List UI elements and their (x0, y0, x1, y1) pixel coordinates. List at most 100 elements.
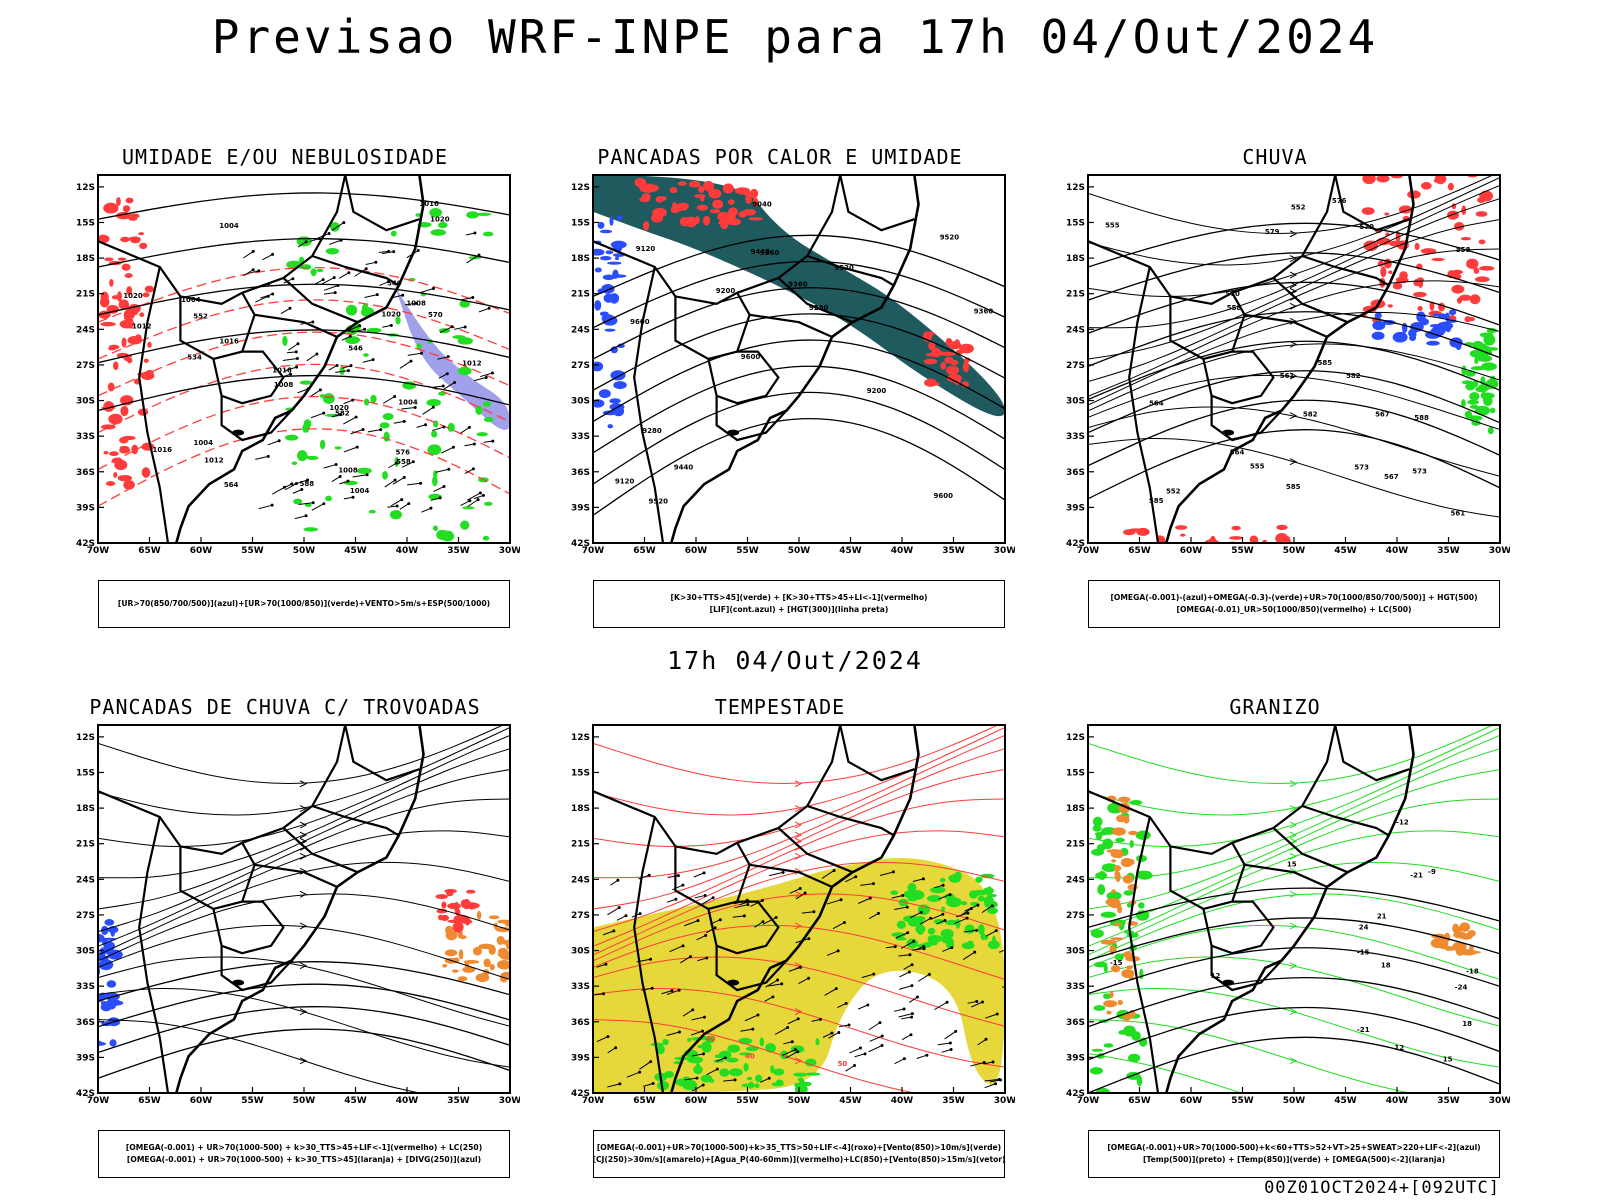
wind-vector (942, 947, 952, 952)
wind-vector (857, 897, 871, 904)
wind-vector (915, 946, 924, 951)
wind-vector (464, 443, 475, 447)
lon-tick-label: 65W (138, 1096, 161, 1106)
wind-vector-head (363, 327, 367, 331)
humid-green-contour (306, 455, 319, 460)
country-border (1244, 313, 1328, 338)
omega-500-orange-area (1444, 945, 1452, 951)
coastline (175, 725, 425, 1093)
lifted-index-contour (609, 216, 614, 226)
wind-vector-head (431, 405, 435, 409)
humid-red-contour (147, 341, 152, 348)
wind-vector (382, 396, 395, 404)
wind-vector-head (315, 352, 319, 356)
lon-tick-label: 70W (87, 546, 110, 556)
country-border (1301, 254, 1390, 287)
wind-vector-head (681, 883, 685, 887)
humid-red-contour (119, 319, 135, 329)
rain-red-area (1447, 182, 1454, 191)
instability-red-area (722, 183, 734, 194)
coastline (1165, 725, 1415, 1093)
wind-vector (740, 1028, 753, 1032)
omega-blue-area (1455, 341, 1462, 350)
lon-tick-label: 30W (499, 1096, 520, 1106)
humid-green-contour (363, 353, 369, 357)
wind-vector-head (1011, 946, 1014, 949)
wind-vector (467, 499, 479, 507)
divergence-blue-area (100, 1001, 109, 1006)
thunder-red-area (452, 921, 464, 933)
wind-vector-head (863, 1052, 867, 1056)
wind-vector (716, 1057, 726, 1062)
map-layers: 1004 1004 1004 1004 1008 1008 1012 1016 1008 1012… (98, 175, 510, 543)
humid-green-contour (484, 501, 493, 506)
instability-red-area (709, 209, 721, 214)
wind-vector (401, 461, 414, 468)
wind-vector (626, 1071, 640, 1078)
thickness-contour (98, 331, 510, 397)
thunder-red-area (441, 901, 447, 909)
wind-vector-head (487, 306, 491, 310)
wind-850-green-area (977, 924, 985, 935)
humid-red-contour (121, 435, 136, 441)
streamline-arrow (794, 852, 803, 860)
thunder-red-area (447, 902, 461, 910)
wind-850-green-area (743, 1062, 749, 1072)
contour-value-label: 9120 (615, 478, 635, 486)
streamline-arrow (1289, 230, 1298, 238)
wind-850-green-area (728, 1068, 743, 1077)
instability-red-area (722, 212, 736, 223)
rain-red-area (1464, 316, 1472, 323)
humid-green-contour (282, 335, 288, 347)
streamline-arrow (1289, 962, 1298, 970)
streamline (1088, 280, 1500, 397)
humid-red-contour (114, 459, 128, 471)
streamline-arrow (299, 780, 308, 788)
wind-vector-head (365, 473, 369, 477)
streamline-250 (98, 961, 510, 1002)
omega-green-area (1469, 392, 1480, 401)
contour-value-label: 570 (1359, 223, 1374, 231)
lat-tick-label: 18S (76, 804, 95, 814)
lake-shape (232, 429, 245, 436)
wind-850-green-area (980, 873, 995, 879)
wind-vector-head (484, 376, 488, 380)
humid-red-contour (120, 236, 130, 243)
wind-vector (255, 455, 269, 460)
humid-green-contour (310, 268, 317, 277)
humid-green-contour (303, 527, 319, 532)
coastline (670, 175, 920, 543)
omega-500-orange-area (1113, 922, 1122, 926)
wind-vector-head (392, 250, 396, 254)
omega-500-orange-area (1467, 930, 1476, 937)
wind-vector-head (796, 1017, 800, 1021)
contour-value-label: 582 (1303, 410, 1318, 418)
humid-red-contour (121, 337, 127, 348)
contour-value-label: -24 (1455, 984, 1468, 992)
wind-vector-head (450, 325, 454, 329)
humid-green-contour (476, 212, 492, 216)
wind-850-green-area (987, 940, 1000, 950)
wind-vector (984, 1083, 996, 1089)
wind-850-green-area (656, 1044, 665, 1055)
wind-vector-head (481, 493, 485, 497)
wind-vector-head (798, 965, 802, 969)
temp-850-contour (1103, 964, 1108, 973)
temp-500-contour (1088, 1006, 1500, 1061)
wind-850-green-area (931, 895, 940, 901)
rain-red-area (1429, 301, 1435, 311)
omega-500-orange-area (1103, 1000, 1118, 1008)
contour-value-label: 12 (1395, 1044, 1405, 1052)
instability-red-area (963, 361, 970, 373)
divergence-blue-area (106, 980, 117, 988)
humid-green-contour (466, 211, 479, 219)
lon-tick-label: 70W (582, 546, 605, 556)
wind-vector (682, 1009, 693, 1017)
wind-vector (443, 382, 455, 390)
wind-vector (944, 1030, 956, 1040)
wind-vector (983, 1061, 994, 1065)
humid-green-contour (452, 335, 466, 339)
humid-red-contour (121, 263, 131, 271)
height-500-contour (1088, 399, 1500, 467)
wind-vector-head (705, 956, 709, 960)
